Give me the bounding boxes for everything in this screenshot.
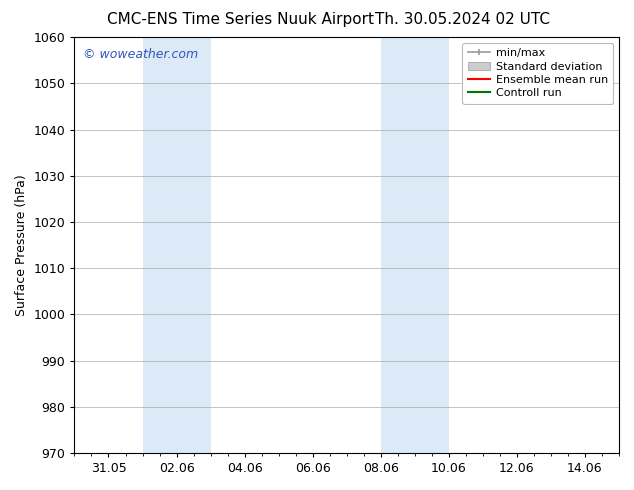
- Text: © woweather.com: © woweather.com: [82, 48, 198, 61]
- Bar: [381, 37, 449, 453]
- Y-axis label: Surface Pressure (hPa): Surface Pressure (hPa): [15, 174, 28, 316]
- Legend: min/max, Standard deviation, Ensemble mean run, Controll run: min/max, Standard deviation, Ensemble me…: [462, 43, 614, 104]
- Text: Th. 30.05.2024 02 UTC: Th. 30.05.2024 02 UTC: [375, 12, 550, 27]
- Text: CMC-ENS Time Series Nuuk Airport: CMC-ENS Time Series Nuuk Airport: [107, 12, 375, 27]
- Bar: [143, 37, 210, 453]
